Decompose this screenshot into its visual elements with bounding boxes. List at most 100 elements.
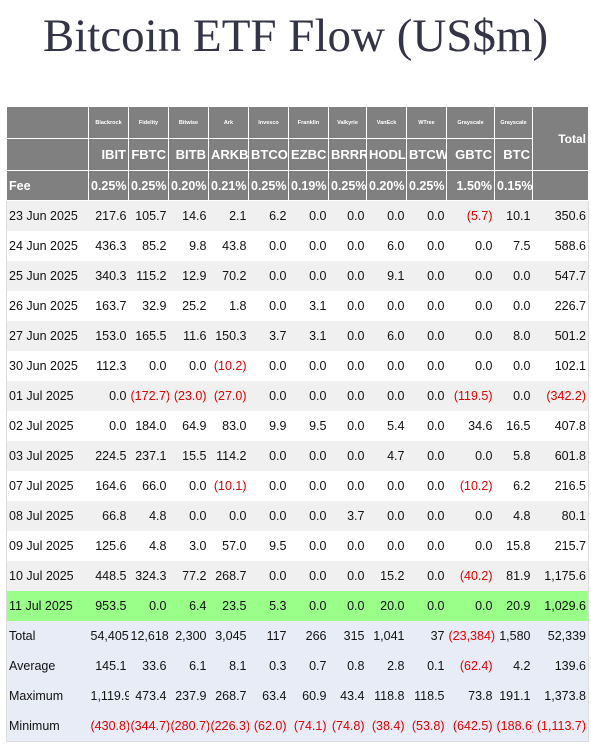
flow-value: 125.6 [88,531,129,561]
flow-value: 0.0 [406,531,447,561]
flow-value: 15.2 [366,561,407,591]
issuer-name: VanEck [366,106,407,139]
flow-value: 5.3 [248,591,289,621]
flow-value: 0.0 [494,261,533,291]
flow-value: 0.0 [288,381,329,411]
flow-row: 08 Jul 2025 66.8 4.8 0.0 0.0 0.0 0.0 3.7 0.0 0.0 0… [6,501,589,531]
summary-value: 33.6 [128,651,169,681]
flow-row: 01 Jul 2025 0.0 (172.7) (23.0) (27.0) 0.0 0.0 0… [6,381,589,411]
table-summary: Total 54,405 12,618 2,300 3,045 117 266 315 1,04… [6,621,589,742]
flow-value: 165.5 [128,321,169,351]
fee: 0.25% [406,170,447,201]
flow-value: 217.6 [88,200,129,231]
flow-value: 12.9 [168,261,209,291]
flow-value: 0.0 [446,351,495,381]
flow-value: 0.0 [446,261,495,291]
flow-value: 0.0 [328,531,367,561]
flow-value: 0.0 [494,351,533,381]
date: 27 Jun 2025 [6,321,89,351]
flow-value: 501.2 [532,321,589,351]
summary-value: 0.8 [328,651,367,681]
flow-value: 9.5 [288,411,329,441]
flow-value: 0.0 [288,501,329,531]
summary-value: 1,119.9 [88,681,129,711]
summary-value: (62.4) [446,651,495,681]
summary-value: 63.4 [248,681,289,711]
ticker: IBIT [88,138,129,171]
flow-value: 0.0 [248,351,289,381]
flow-value: 0.0 [406,321,447,351]
fee: 0.21% [208,170,249,201]
date: 08 Jul 2025 [6,501,89,531]
flow-value: 0.0 [248,501,289,531]
flow-value: 1,029.6 [532,591,589,621]
summary-value: 60.9 [288,681,329,711]
flow-value: 0.0 [366,501,407,531]
corner-cell [6,138,89,171]
ticker: GBTC [446,138,495,171]
issuer-name: Bitwise [168,106,209,139]
flow-value: 0.0 [328,561,367,591]
flow-value: 2.1 [208,200,249,231]
summary-value: 4.2 [494,651,533,681]
fee: 0.25% [328,170,367,201]
summary-label: Minimum [6,711,89,742]
flow-value: 105.7 [128,200,169,231]
flow-value: 0.0 [168,501,209,531]
flow-value: 0.0 [366,351,407,381]
flow-value: 0.0 [88,411,129,441]
flow-value: 0.0 [366,471,407,501]
flow-value: 10.1 [494,200,533,231]
summary-label: Maximum [6,681,89,711]
fee: 1.50% [446,170,495,201]
flow-value: 0.0 [328,441,367,471]
summary-value: (38.4) [366,711,407,742]
flow-value: 0.0 [328,200,367,231]
flow-value: 547.7 [532,261,589,291]
flow-row: 02 Jul 2025 0.0 184.0 64.9 83.0 9.9 9.5 0.0 5.4 0… [6,411,589,441]
flow-value: 43.8 [208,231,249,261]
flow-value: 184.0 [128,411,169,441]
flow-value: (40.2) [446,561,495,591]
flow-value: 0.0 [446,321,495,351]
flow-value: 0.0 [446,531,495,561]
flow-value: 3.7 [328,501,367,531]
flow-value: 0.0 [248,261,289,291]
summary-value: (226.3) [208,711,249,742]
date: 11 Jul 2025 [6,591,89,621]
summary-value: (642.5) [446,711,495,742]
flow-value: 114.2 [208,441,249,471]
flow-value: 1.8 [208,291,249,321]
date: 10 Jul 2025 [6,561,89,591]
summary-value: 1,041 [366,621,407,651]
ticker: BITB [168,138,209,171]
flow-value: 25.2 [168,291,209,321]
flow-value: 0.0 [248,231,289,261]
flow-value: (5.7) [446,200,495,231]
fee: 0.25% [128,170,169,201]
flow-value: 66.8 [88,501,129,531]
flow-value: 268.7 [208,561,249,591]
flow-value: 11.6 [168,321,209,351]
etf-flow-table: Blackrock Fidelity Bitwise Ark Invesco Frankl… [6,106,589,742]
summary-value: (188.6) [494,711,533,742]
ticker: HODL [366,138,407,171]
flow-value: 20.0 [366,591,407,621]
flow-value: 6.0 [366,321,407,351]
flow-value: 448.5 [88,561,129,591]
flow-value: 9.8 [168,231,209,261]
flow-value: (10.2) [208,351,249,381]
flow-value: 23.5 [208,591,249,621]
flow-value: 14.6 [168,200,209,231]
flow-value: 226.7 [532,291,589,321]
date: 24 Jun 2025 [6,231,89,261]
ticker: BTC [494,138,533,171]
summary-value: 2,300 [168,621,209,651]
date: 23 Jun 2025 [6,200,89,231]
summary-value: 1,373.8 [532,681,589,711]
flow-value: 0.0 [328,321,367,351]
flow-value: 15.5 [168,441,209,471]
flow-value: 324.3 [128,561,169,591]
flow-value: 4.8 [128,501,169,531]
